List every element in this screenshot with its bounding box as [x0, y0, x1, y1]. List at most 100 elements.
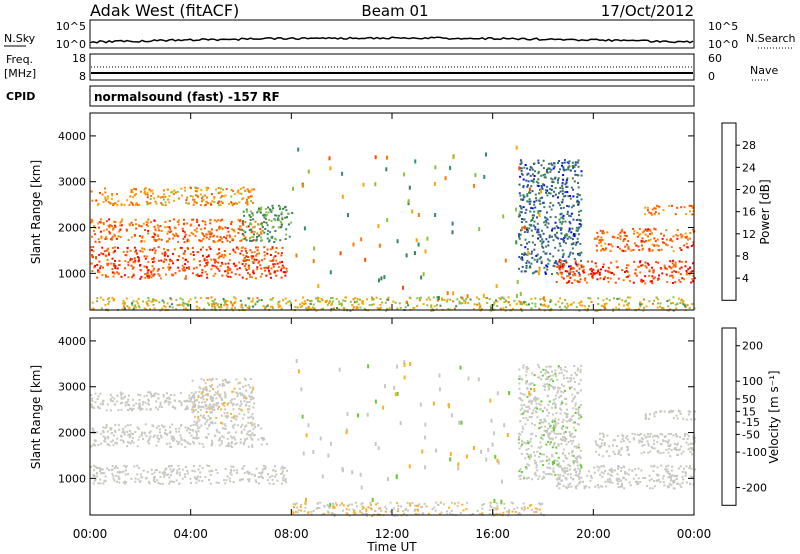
data-cell: [221, 227, 224, 230]
nave-label: Nave: [750, 64, 778, 77]
data-cell: [262, 214, 265, 217]
data-cell: [167, 230, 170, 233]
data-cell: [316, 502, 319, 505]
data-cell: [523, 218, 526, 221]
data-cell: [579, 278, 582, 281]
data-cell: [135, 249, 138, 252]
data-cell: [206, 276, 209, 279]
data-cell: [160, 202, 163, 205]
data-cell: [546, 383, 549, 386]
data-cell: [565, 233, 568, 236]
data-cell: [537, 233, 540, 236]
data-cell: [294, 306, 297, 308]
data-cell: [519, 214, 521, 217]
data-cell: [672, 235, 675, 238]
data-cell: [183, 266, 185, 269]
data-cell: [269, 298, 272, 301]
data-cell: [193, 406, 196, 408]
data-cell: [535, 199, 538, 202]
data-cell: [229, 480, 231, 483]
data-cell: [90, 246, 93, 249]
data-cell: [198, 419, 201, 422]
data-cell: [151, 473, 154, 476]
data-cell: [558, 477, 561, 480]
data-cell: [172, 405, 174, 408]
data-cell: [272, 469, 275, 472]
data-cell: [533, 384, 536, 387]
data-cell: [626, 271, 629, 274]
nave-tick-bottom: 0: [708, 70, 715, 83]
data-cell: [596, 309, 598, 312]
data-cell: [218, 405, 220, 408]
data-cell: [546, 408, 549, 411]
data-cell: [95, 257, 98, 260]
data-cell: [653, 237, 656, 240]
data-cell: [184, 446, 187, 448]
data-cell: [559, 221, 562, 224]
data-cell: [564, 456, 567, 459]
data-cell: [190, 218, 193, 221]
data-cell: [505, 306, 507, 309]
data-cell: [232, 436, 235, 439]
data-cell: [568, 214, 571, 217]
data-cell: [144, 276, 147, 279]
data-cell: [528, 241, 531, 244]
data-cell: [264, 306, 267, 309]
data-cell: [250, 228, 253, 231]
data-cell: [579, 389, 582, 392]
data-cell: [601, 239, 604, 241]
data-cell: [683, 244, 686, 247]
data-cell: [230, 442, 233, 445]
data-cell: [243, 257, 246, 260]
data-cell: [250, 433, 253, 436]
data-cell: [178, 430, 180, 433]
data-cell: [688, 413, 690, 416]
data-cell: [133, 246, 136, 249]
data-cell: [331, 302, 333, 305]
data-cell: [657, 277, 660, 280]
data-cell: [465, 297, 468, 300]
data-cell: [208, 423, 211, 426]
data-cell: [552, 443, 555, 446]
data-cell: [636, 231, 639, 234]
data-cell: [544, 219, 547, 222]
power-ylabel: Slant Range [km]: [29, 160, 43, 264]
data-cell: [574, 163, 577, 166]
data-cell: [569, 439, 572, 442]
data-cell: [249, 239, 251, 242]
data-cell: [238, 387, 241, 390]
data-cell: [425, 505, 428, 508]
data-cell: [235, 418, 238, 421]
data-cell: [342, 504, 345, 507]
data-cell: [254, 277, 257, 280]
data-cell: [452, 154, 455, 159]
data-cell: [275, 247, 278, 249]
data-cell: [657, 212, 660, 215]
data-cell: [352, 511, 355, 514]
data-cell: [172, 481, 175, 483]
data-cell: [231, 424, 234, 427]
data-cell: [565, 478, 568, 481]
data-cell: [578, 226, 581, 229]
data-cell: [670, 410, 673, 413]
data-cell: [627, 453, 630, 456]
data-cell: [550, 437, 553, 440]
data-cell: [359, 511, 362, 514]
data-cell: [544, 305, 547, 308]
data-cell: [520, 301, 523, 304]
data-cell: [100, 252, 103, 255]
data-cell: [144, 423, 147, 426]
data-cell: [153, 393, 156, 395]
data-cell: [525, 264, 528, 267]
data-cell: [252, 236, 255, 238]
data-cell: [593, 272, 596, 275]
data-cell: [211, 408, 214, 411]
data-cell: [562, 195, 565, 198]
data-cell: [221, 261, 223, 264]
data-cell: [159, 434, 162, 437]
data-cell: [152, 267, 155, 270]
data-cell: [186, 260, 189, 263]
data-cell: [119, 224, 122, 227]
data-cell: [597, 469, 600, 472]
data-cell: [161, 204, 164, 207]
